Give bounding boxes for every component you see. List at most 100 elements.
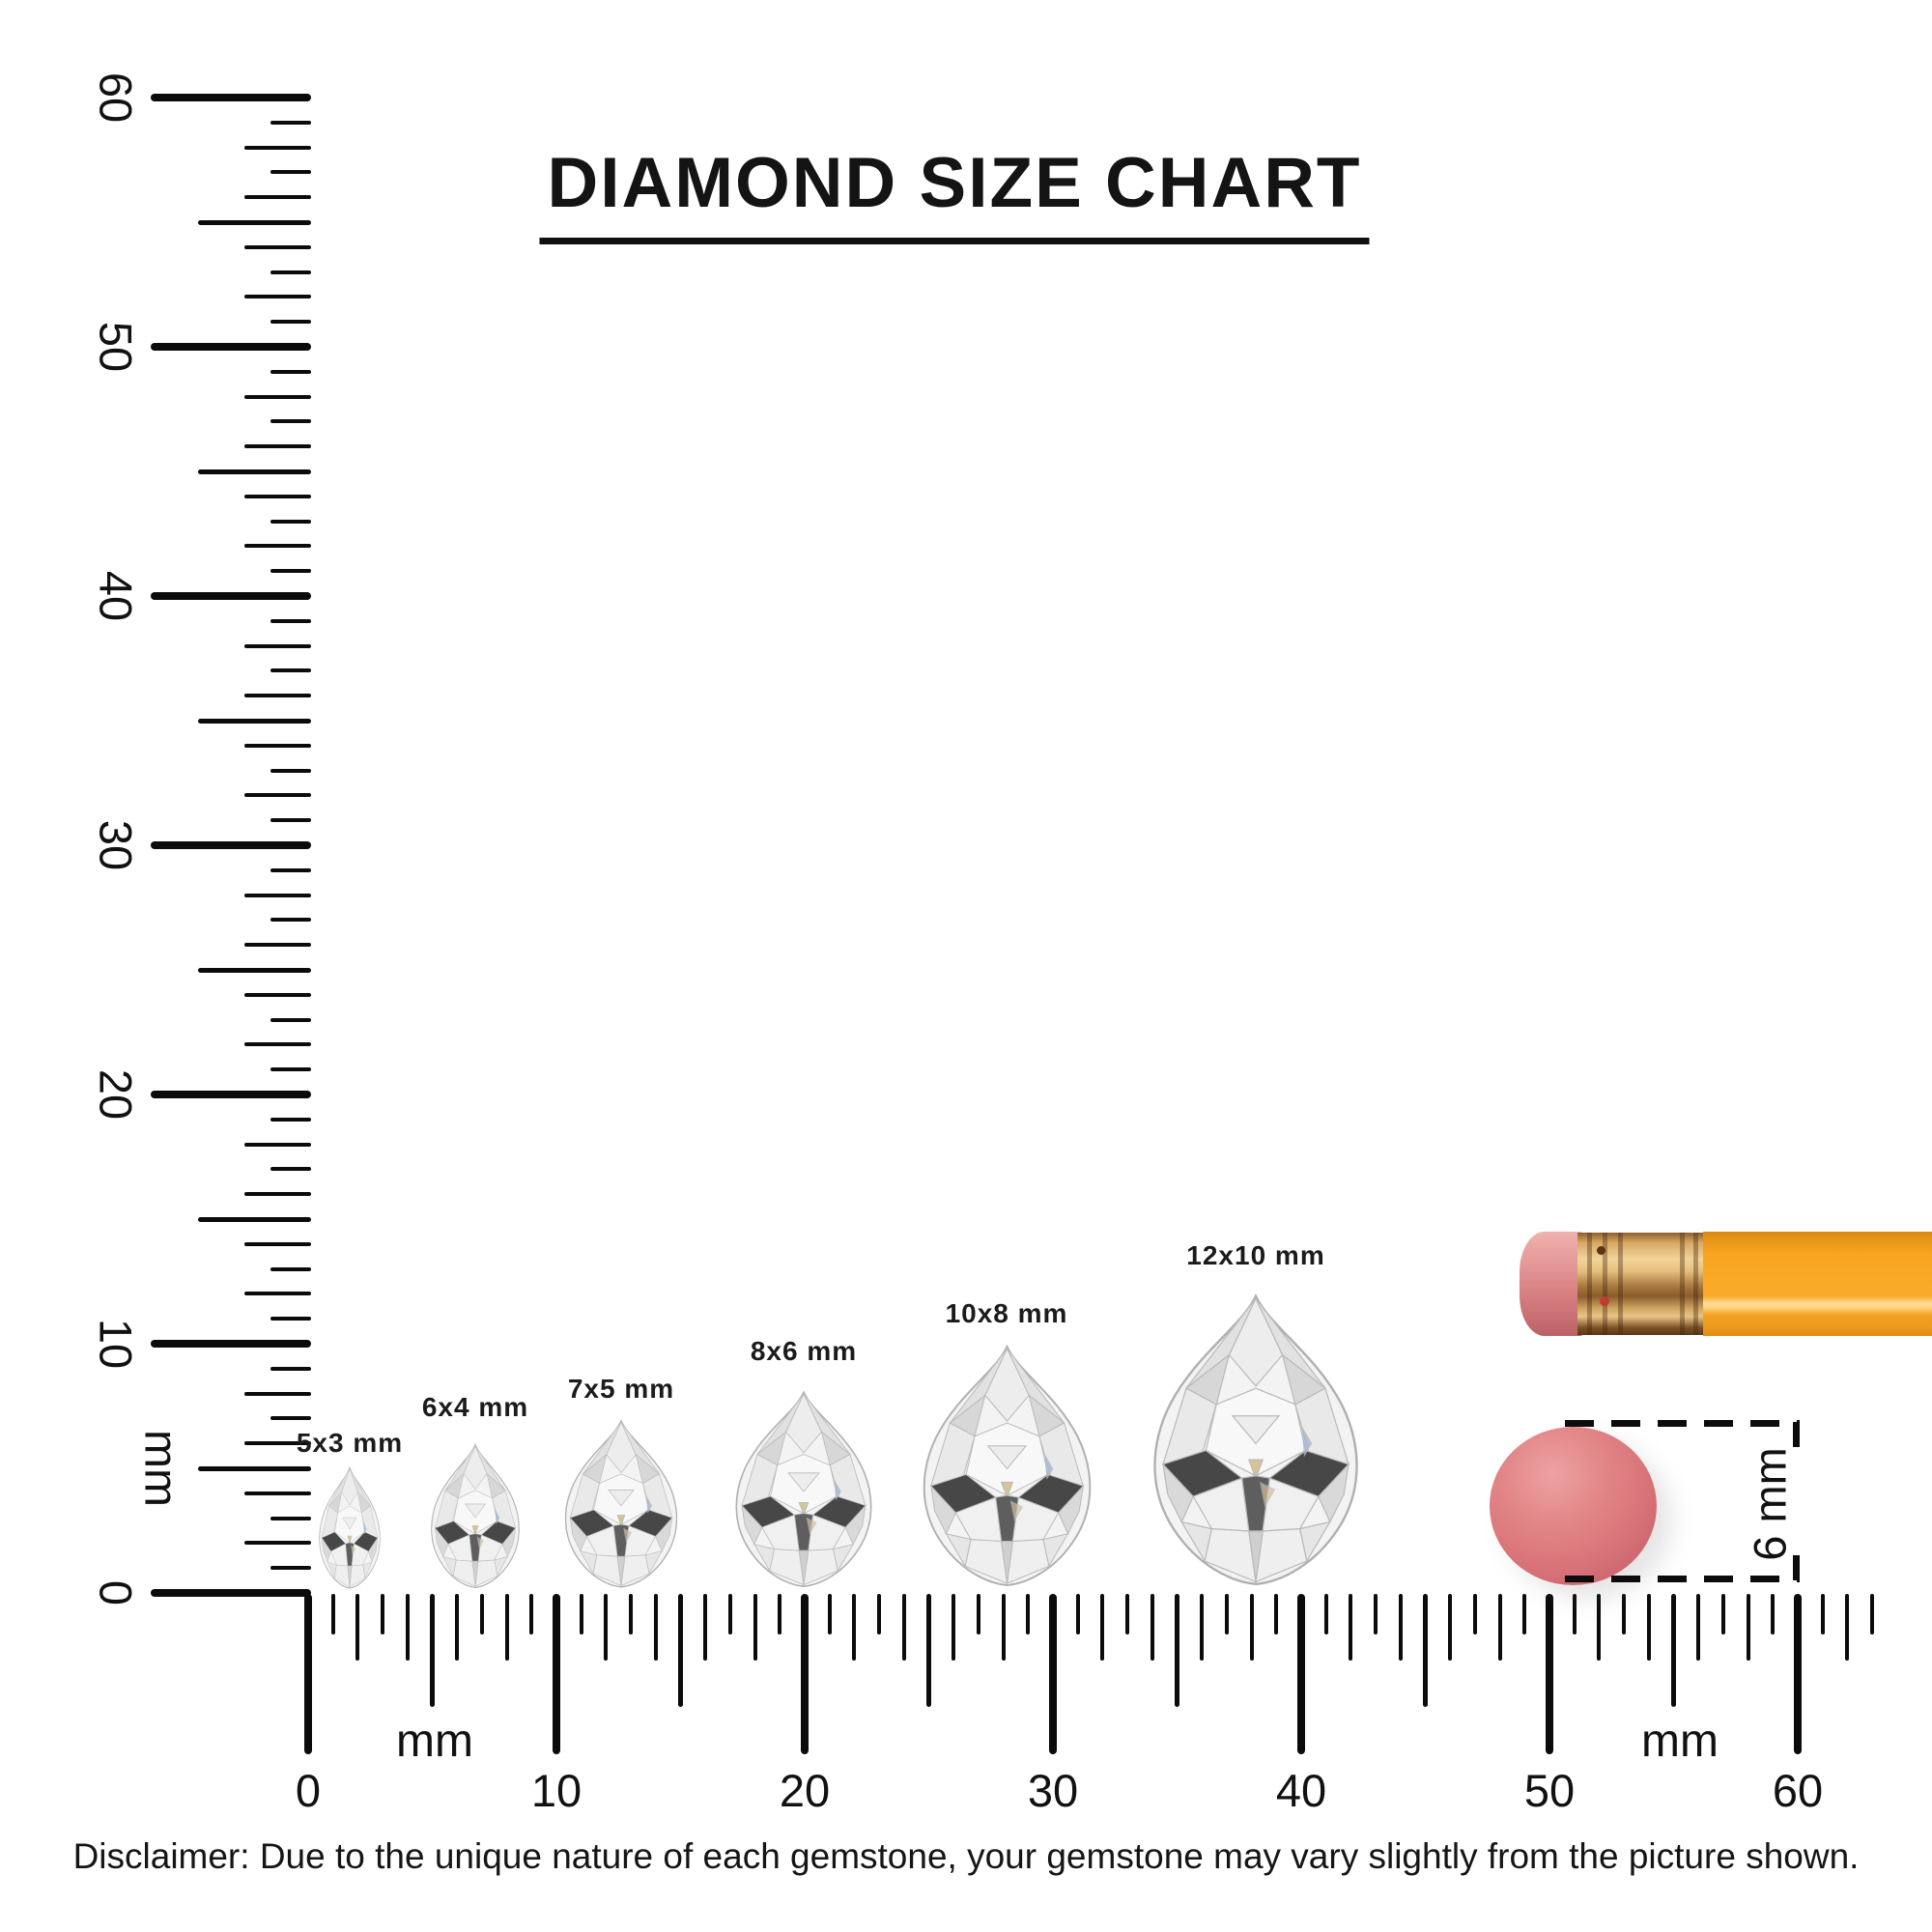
vertical-ruler-tick [198,469,311,474]
vertical-ruler-tick [244,494,311,498]
measure-dash-bottom [1565,1576,1800,1582]
vertical-ruler-tick [270,120,311,125]
diamond-size-label: 5x3 mm [296,1428,404,1458]
horizontal-ruler-tick [1646,1594,1651,1661]
horizontal-ruler-tick [653,1594,658,1661]
horizontal-ruler-number: 50 [1523,1765,1576,1816]
pencil-ferrule [1577,1233,1705,1335]
vertical-ruler-tick [270,1366,311,1371]
page-title: DIAMOND SIZE CHART [539,143,1370,244]
vertical-ruler-tick [244,643,311,648]
horizontal-ruler-tick [330,1594,335,1634]
vertical-ruler-tick [270,419,311,424]
vertical-ruler-tick [270,1266,311,1271]
horizontal-ruler-number: 10 [530,1765,582,1816]
horizontal-ruler-tick [629,1594,634,1634]
vertical-ruler-tick [270,1317,311,1321]
horizontal-ruler-tick [753,1594,757,1661]
horizontal-ruler-tick [1150,1594,1154,1661]
vertical-ruler-tick [270,1167,311,1172]
vertical-ruler-tick [270,320,311,325]
pencil [1520,1232,1932,1336]
vertical-ruler-number: 0 [90,1579,142,1606]
horizontal-ruler-tick [405,1594,410,1661]
horizontal-ruler-tick [1026,1594,1031,1634]
vertical-ruler-tick [244,1541,311,1546]
vertical-ruler-tick [244,1042,311,1047]
vertical-ruler-tick [244,1391,311,1396]
vertical-ruler-tick [270,918,311,923]
horizontal-ruler-tick [926,1594,931,1707]
ferrule-groove [1603,1233,1607,1335]
horizontal-ruler-tick [430,1594,435,1707]
horizontal-ruler-tick [304,1594,312,1754]
vertical-ruler-tick [244,1192,311,1197]
pear-diamond-5x3mm [319,1466,381,1589]
horizontal-ruler-tick [1472,1594,1477,1634]
ferrule-rivet-dot-red [1600,1296,1609,1306]
vertical-ruler-tick [151,1340,311,1348]
vertical-ruler-tick [151,841,311,849]
horizontal-ruler-tick [1522,1594,1527,1634]
horizontal-ruler-tick [1448,1594,1453,1661]
ferrule-groove [1587,1233,1592,1335]
vertical-ruler-tick [270,1117,311,1122]
disclaimer-text: Disclaimer: Due to the unique nature of … [72,1836,1860,1876]
horizontal-ruler-tick [827,1594,832,1634]
pencil-eraser-tip [1520,1232,1583,1336]
pear-diamond-8x6mm [735,1391,872,1587]
horizontal-ruler-tick [1870,1594,1875,1634]
ferrule-groove [1680,1233,1685,1335]
pear-diamond-10x8mm [923,1345,1091,1587]
pear-diamond-12x10mm [1153,1294,1358,1586]
vertical-ruler-tick [244,694,311,698]
horizontal-ruler-tick [579,1594,583,1634]
vertical-ruler-tick [270,270,311,274]
vertical-ruler-tick [270,519,311,524]
vertical-ruler-tick [244,195,311,200]
vertical-ruler-tick [270,1416,311,1421]
horizontal-ruler-tick [1100,1594,1105,1661]
horizontal-ruler-tick [355,1594,360,1661]
vertical-ruler-tick [270,1017,311,1022]
eraser-size-label: 6 mm [1744,1447,1796,1561]
vertical-ruler-number: 40 [90,570,142,622]
vertical-ruler-tick [244,1142,311,1147]
horizontal-ruler-tick [604,1594,609,1661]
horizontal-ruler-tick [976,1594,980,1634]
horizontal-ruler-tick [553,1594,560,1754]
horizontal-ruler-tick [1075,1594,1080,1634]
vertical-ruler-tick [270,170,311,175]
vertical-ruler-number: 30 [90,819,142,871]
vertical-ruler-tick [244,1241,311,1246]
vertical-ruler-tick [244,743,311,748]
diamond-size-label: 6x4 mm [421,1392,529,1422]
vertical-ruler-tick [244,793,311,798]
vertical-ruler-tick [270,618,311,623]
vertical-ruler-tick [244,943,311,948]
ferrule-rivet-dot [1597,1246,1605,1255]
horizontal-ruler-tick [1820,1594,1825,1634]
horizontal-ruler-tick [455,1594,460,1661]
horizontal-ruler-tick [852,1594,857,1661]
vertical-ruler-tick [244,244,311,249]
vertical-ruler-tick [270,768,311,773]
vertical-ruler-tick [244,992,311,997]
horizontal-ruler-tick [504,1594,509,1661]
horizontal-ruler-tick [1423,1594,1428,1707]
horizontal-ruler-tick [1297,1594,1305,1754]
vertical-ruler-tick [244,1441,311,1446]
pencil-body [1703,1232,1932,1336]
horizontal-ruler-number: 0 [295,1765,322,1816]
vertical-ruler-tick [198,219,311,225]
horizontal-ruler-tick [1597,1594,1602,1661]
horizontal-ruler-tick [1349,1594,1353,1661]
horizontal-ruler-tick [877,1594,882,1634]
vertical-ruler-number: 10 [90,1318,142,1370]
horizontal-ruler-tick [1671,1594,1676,1707]
horizontal-ruler-tick [952,1594,956,1661]
vertical-ruler-tick [198,967,311,973]
horizontal-ruler-number: 20 [779,1765,831,1816]
horizontal-ruler-number: 60 [1772,1765,1824,1816]
